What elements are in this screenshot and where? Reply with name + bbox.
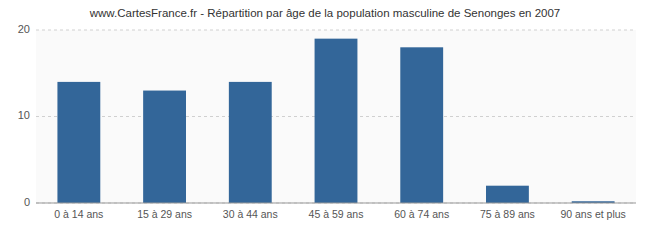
bars bbox=[57, 39, 614, 203]
x-tick-label: 75 à 89 ans bbox=[480, 208, 535, 220]
bar bbox=[400, 47, 443, 203]
x-tick-label: 0 à 14 ans bbox=[54, 208, 103, 220]
chart: 0 10 20 0 à 14 ans 15 à 29 ans 30 à 44 ans 45 … bbox=[0, 0, 650, 229]
bar bbox=[57, 82, 100, 203]
y-tick-label: 10 bbox=[18, 109, 30, 121]
title: www.CartesFrance.fr - Répartition par âg… bbox=[89, 7, 561, 19]
x-tick-label: 45 à 59 ans bbox=[309, 208, 364, 220]
chart-container: 0 10 20 0 à 14 ans 15 à 29 ans 30 à 44 ans 45 … bbox=[0, 0, 650, 229]
bar bbox=[143, 91, 186, 203]
x-axis-line bbox=[36, 203, 636, 204]
y-tick-label: 20 bbox=[18, 23, 30, 35]
x-tick-label: 90 ans et plus bbox=[560, 208, 625, 220]
grid bbox=[36, 30, 636, 203]
y-tick-label: 0 bbox=[24, 196, 30, 208]
x-tick-label: 30 à 44 ans bbox=[223, 208, 278, 220]
x-tick-label: 15 à 29 ans bbox=[137, 208, 192, 220]
grid-line bbox=[36, 203, 636, 204]
bar bbox=[486, 186, 529, 203]
grid-line bbox=[36, 30, 636, 31]
plot-background bbox=[36, 30, 636, 203]
bar bbox=[315, 39, 358, 203]
x-axis: 0 à 14 ans 15 à 29 ans 30 à 44 ans 45 à 59 … bbox=[36, 203, 636, 220]
x-tick-label: 60 à 74 ans bbox=[394, 208, 449, 220]
bar bbox=[229, 82, 272, 203]
y-axis: 0 10 20 bbox=[18, 23, 30, 208]
